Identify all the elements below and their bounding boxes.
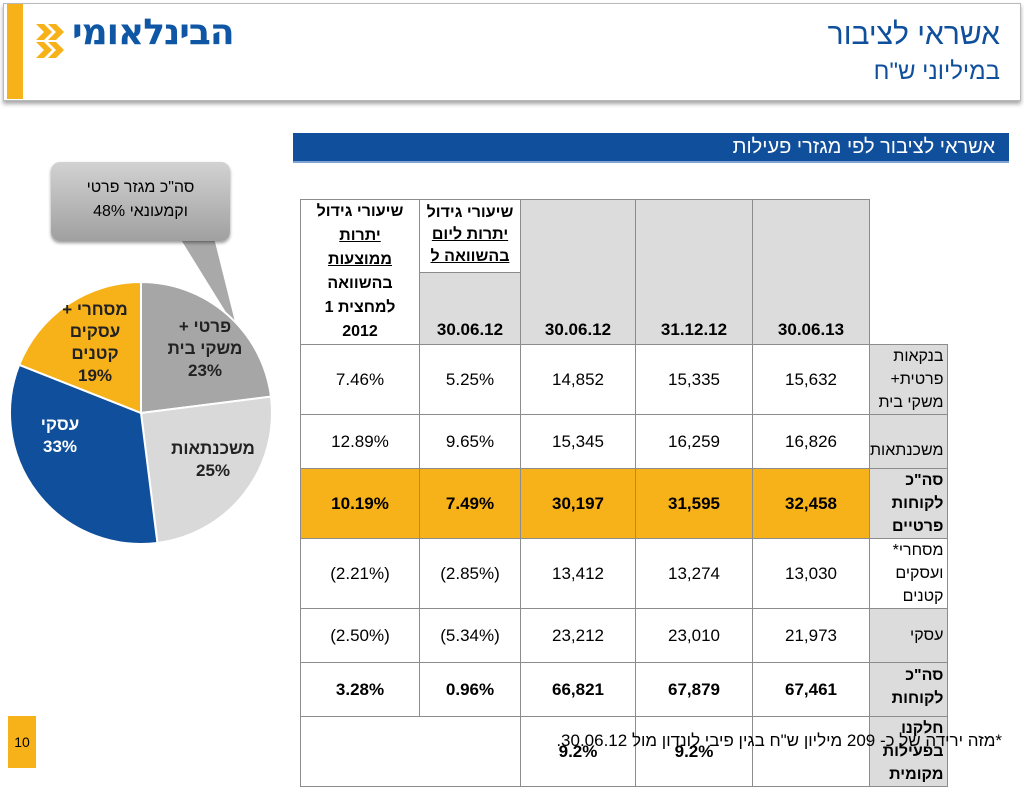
pie-label: 25% xyxy=(196,461,230,480)
bank-logo-text: הבינלאומי xyxy=(72,12,235,53)
cell-growth-empty xyxy=(300,716,521,787)
cell-growth: 12.89% xyxy=(300,414,420,469)
slice-mortgages xyxy=(139,395,273,545)
table-row-highlight: סה"כ לקוחות פרטיים 32,458 31,595 30,197 … xyxy=(300,468,949,539)
row-label: מסחרי* ועסקים קטנים xyxy=(868,538,949,609)
bank-logo xyxy=(36,24,64,58)
cell-growth: (2.50%) xyxy=(300,608,420,663)
growth-1-line-2: יתרות ליום xyxy=(431,226,509,243)
cell-value: 15,335 xyxy=(635,344,753,415)
growth-1-line-1: שיעורי גידול xyxy=(426,204,514,221)
page-title: אשראי לציבור xyxy=(827,18,1000,51)
pie-label: עסקים xyxy=(70,322,121,341)
pie-label: פרטי + xyxy=(179,317,231,336)
section-title: אשראי לציבור לפי מגזרי פעילות xyxy=(732,136,995,158)
callout-line-1: סה"כ מגזר פרטי xyxy=(86,179,195,196)
col-header-d2: 31.12.12 xyxy=(635,199,753,345)
slice-business xyxy=(9,363,159,545)
cell-growth: (2.85%) xyxy=(419,538,521,609)
cell-growth: 3.28% xyxy=(300,662,420,717)
table-row-total: סה"כ לקוחות 67,461 67,879 66,821 0.96% 3… xyxy=(300,662,949,717)
page-number: 10 xyxy=(8,716,36,768)
cell-value: 16,826 xyxy=(752,414,870,469)
cell-value: 32,458 xyxy=(752,468,870,539)
cell-value: 13,412 xyxy=(520,538,636,609)
table-header-row-1: 30.06.13 31.12.12 30.06.12 שיעורי גידול … xyxy=(300,199,948,345)
cell-value: 67,461 xyxy=(752,662,870,717)
col-header-d3: 30.06.12 xyxy=(520,199,636,345)
cell-value: 31,595 xyxy=(635,468,753,539)
growth-2-line-4: בהשוואה xyxy=(327,275,393,292)
pie-label: 33% xyxy=(43,437,77,456)
pie-label: מסחרי + xyxy=(62,300,128,319)
growth-2-line-1: שיעורי גידול xyxy=(316,203,404,220)
corner-cell xyxy=(868,199,948,345)
table-row: משכנתאות 16,826 16,259 15,345 9.65% 12.8… xyxy=(300,414,949,469)
logo-chevrons-icon xyxy=(36,24,64,58)
pie-label: קטנים xyxy=(71,344,118,363)
pie-label: עסקי xyxy=(41,415,80,434)
pie-chart: פרטי + משקי בית 23% משכנתאות 25% עסקי 33% מסחרי… xyxy=(9,280,273,545)
cell-growth: 7.46% xyxy=(300,344,420,415)
credit-table: 30.06.13 31.12.12 30.06.12 שיעורי גידול … xyxy=(300,199,949,787)
callout-bubble xyxy=(51,162,230,241)
row-label: סה"כ לקוחות xyxy=(868,662,949,717)
cell-value: 9.2% xyxy=(635,716,753,787)
col-header-growth-2: שיעורי גידול יתרות ממוצעות בהשוואה למחצי… xyxy=(300,199,420,345)
pie-label: משכנתאות xyxy=(171,439,255,458)
table-row: עסקי 21,973 23,010 23,212 (5.34%) (2.50%… xyxy=(300,608,949,663)
cell-growth: 5.25% xyxy=(419,344,521,415)
col-header-d1: 30.06.13 xyxy=(752,199,870,345)
page-subtitle: במיליוני ש"ח xyxy=(873,58,1000,85)
cell-value: 13,274 xyxy=(635,538,753,609)
row-label: סה"כ לקוחות פרטיים xyxy=(868,468,949,539)
table-header-row-2: 30.06.12 xyxy=(301,271,948,345)
growth-2-line-3: ממוצעות xyxy=(327,251,392,268)
table-row: מסחרי* ועסקים קטנים 13,030 13,274 13,412… xyxy=(300,538,949,609)
header-accent-stripe xyxy=(7,4,23,99)
cell-value: 15,632 xyxy=(752,344,870,415)
cell-growth: 10.19% xyxy=(300,468,420,539)
cell-value: 30,197 xyxy=(520,468,636,539)
cell-value: 16,259 xyxy=(635,414,753,469)
cell-value: 23,212 xyxy=(520,608,636,663)
col-header-growth-1: שיעורי גידול יתרות ליום בהשוואה ל xyxy=(419,199,521,273)
cell-value: 67,879 xyxy=(635,662,753,717)
cell-value: 14,852 xyxy=(520,344,636,415)
growth-2-line-2: יתרות xyxy=(339,227,381,244)
cell-value xyxy=(752,716,870,787)
growth-1-line-3: בהשוואה ל xyxy=(430,248,510,265)
col-header-growth-1-date: 30.06.12 xyxy=(419,271,521,345)
row-label: עסקי xyxy=(868,608,949,663)
growth-2-line-6: 2012 xyxy=(342,323,378,340)
callout-line-2: וקמעונאי 48% xyxy=(93,203,188,220)
cell-value: 9.2% xyxy=(520,716,636,787)
cell-value: 15,345 xyxy=(520,414,636,469)
pie-label: 23% xyxy=(188,361,222,380)
table-row-share: חלקנו בפעילות מקומית 9.2% 9.2% xyxy=(300,716,949,787)
cell-value: 23,010 xyxy=(635,608,753,663)
section-title-bar: אשראי לציבור לפי מגזרי פעילות xyxy=(293,133,1009,163)
table-row: בנקאות פרטית+ משקי בית 15,632 15,335 14,… xyxy=(300,344,949,415)
footnote: *מזה ירידה של כ- 209 מיליון ש"ח בגין פיב… xyxy=(556,731,1002,750)
cell-value: 66,821 xyxy=(520,662,636,717)
growth-2-line-5: למחצית 1 xyxy=(324,299,396,316)
cell-growth: 7.49% xyxy=(419,468,521,539)
cell-growth: 0.96% xyxy=(419,662,521,717)
cell-growth: (2.21%) xyxy=(300,538,420,609)
cell-growth: (5.34%) xyxy=(419,608,521,663)
header-bar xyxy=(3,3,1021,101)
callout-pointer xyxy=(180,238,237,330)
cell-growth: 9.65% xyxy=(419,414,521,469)
row-label: בנקאות פרטית+ משקי בית xyxy=(868,344,949,415)
pie-label: 19% xyxy=(78,366,112,385)
slice-commercial-small xyxy=(17,280,142,415)
pie-label: משקי בית xyxy=(168,339,243,358)
callout-text: סה"כ מגזר פרטי וקמעונאי 48% xyxy=(51,176,230,224)
cell-value: 21,973 xyxy=(752,608,870,663)
row-label: חלקנו בפעילות מקומית xyxy=(868,716,949,787)
cell-value: 13,030 xyxy=(752,538,870,609)
row-label: משכנתאות xyxy=(868,414,949,469)
slice-private-households xyxy=(140,280,273,415)
